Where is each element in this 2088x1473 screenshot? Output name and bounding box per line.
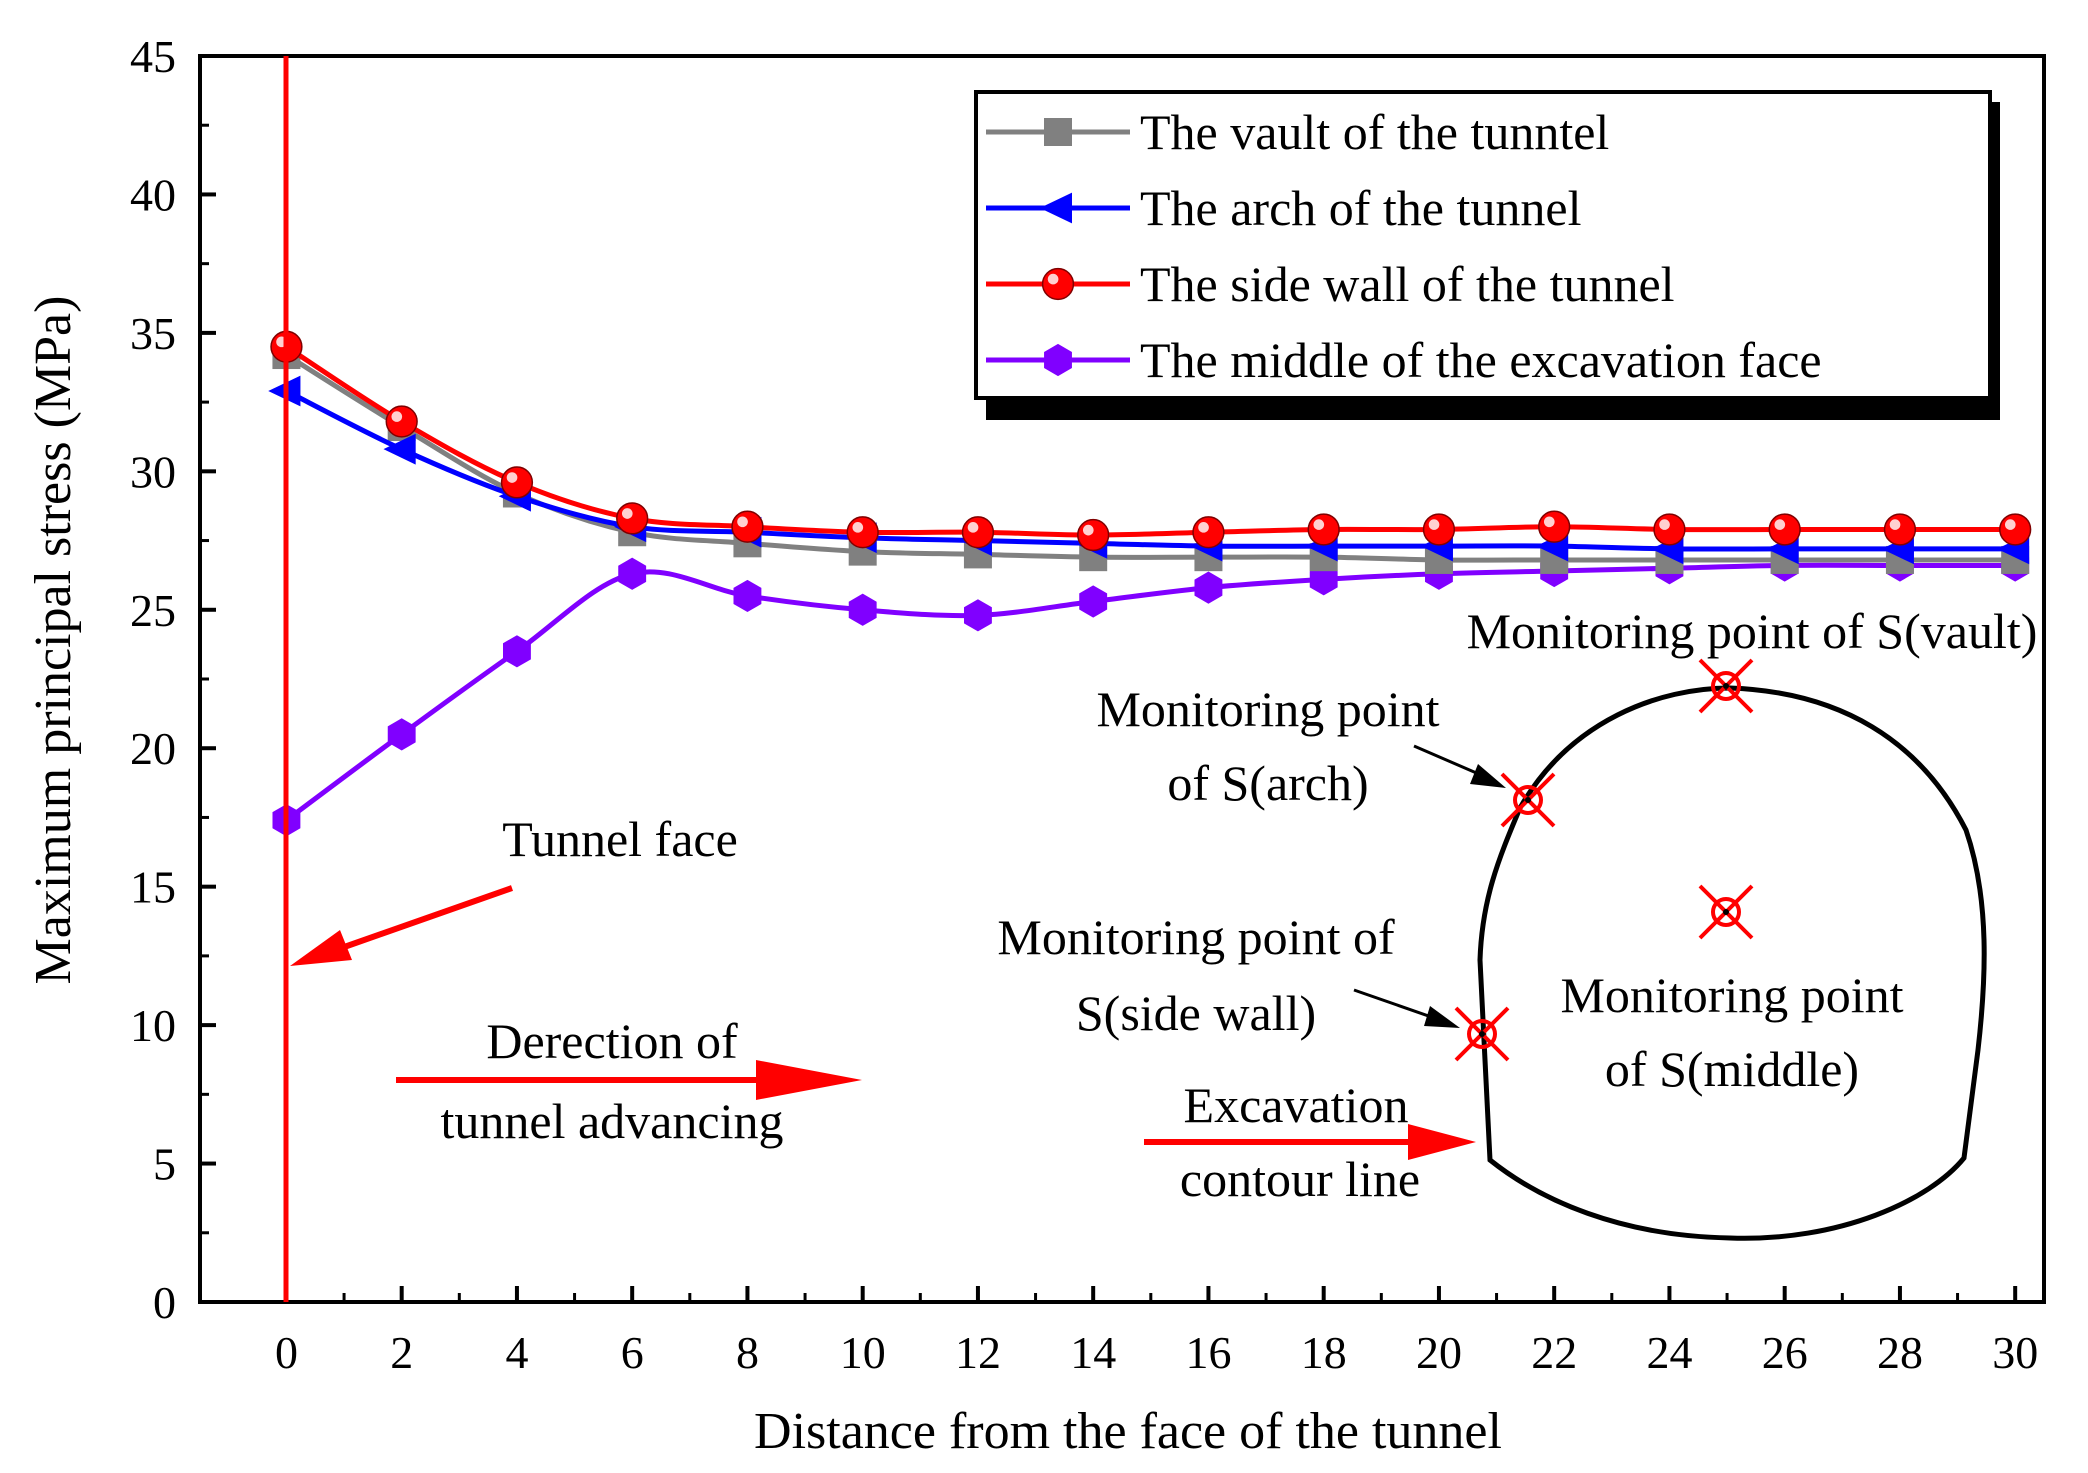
- legend-box: [974, 90, 1992, 400]
- legend-swatch-marker: [1044, 343, 1072, 377]
- middle-point-label-line2: of S(middle): [1605, 1041, 1859, 1097]
- arch-point-label-line2: of S(arch): [1167, 755, 1368, 811]
- arch-pointer-head: [1470, 764, 1506, 788]
- legend-item: The vault of the tunntel: [986, 104, 1609, 160]
- side-wall-label-line2: S(side wall): [1076, 985, 1316, 1041]
- y-tick-label: 20: [130, 723, 176, 774]
- y-tick-label: 15: [130, 862, 176, 913]
- vault-point-label: Monitoring point of S(vault): [1467, 603, 2038, 659]
- x-axis-title: Distance from the face of the tunnel: [754, 1403, 1502, 1460]
- data-point: [1309, 563, 1338, 596]
- data-point: [1883, 513, 1917, 546]
- data-point: [1307, 513, 1340, 546]
- y-tick-label: 40: [130, 169, 176, 220]
- tunnel-face-arrowhead: [290, 930, 352, 966]
- legend-item: The middle of the excavation face: [986, 332, 1822, 388]
- tunnel-face-label: Tunnel face: [502, 811, 738, 867]
- x-tick-label: 22: [1531, 1327, 1577, 1378]
- x-tick-label: 8: [736, 1327, 759, 1378]
- data-point: [733, 579, 762, 613]
- x-tick-label: 14: [1070, 1327, 1116, 1378]
- arch-point-label-line1: Monitoring point: [1096, 681, 1439, 737]
- contour-arrowhead: [1408, 1124, 1476, 1160]
- data-point: [618, 557, 647, 590]
- data-point: [731, 510, 764, 543]
- series-line: [284, 562, 2016, 823]
- y-tick-label: 25: [130, 585, 176, 636]
- data-point: [1422, 513, 1456, 546]
- legend-label: The middle of the excavation face: [1140, 332, 1822, 388]
- data-point: [616, 502, 649, 535]
- series-line: [285, 344, 2016, 538]
- x-tick-label: 6: [621, 1327, 644, 1378]
- side-wall-pointer: [1353, 988, 1441, 1022]
- side-wall-pointer-head: [1424, 1006, 1460, 1028]
- data-point: [500, 466, 534, 499]
- data-point: [846, 516, 879, 549]
- x-tick-label: 28: [1877, 1327, 1923, 1378]
- y-tick-label: 10: [130, 1000, 176, 1051]
- data-point: [1653, 513, 1686, 546]
- monitor-marker-vault: [1698, 658, 1754, 714]
- y-tick-labels: 0 5 10 15 20 25 30 35 40 45: [130, 31, 176, 1328]
- data-point: [385, 405, 418, 438]
- data-point: [963, 599, 992, 632]
- legend-swatch-marker: [1044, 118, 1072, 146]
- tunnel-contour: [1477, 685, 1987, 1241]
- y-tick-label: 35: [130, 308, 176, 359]
- monitor-marker-side-wall: [1454, 1006, 1510, 1062]
- legend-label: The arch of the tunnel: [1140, 180, 1581, 236]
- series-line: [285, 388, 2016, 552]
- tunnel-face-arrow: [329, 885, 513, 955]
- legend-swatch-marker: [1039, 192, 1072, 224]
- x-tick-label: 10: [840, 1327, 886, 1378]
- x-tick-label: 2: [390, 1327, 413, 1378]
- legend-item: The side wall of the tunnel: [986, 256, 1675, 312]
- y-axis-title: Maximum principal stress (MPa): [25, 296, 82, 985]
- data-point: [848, 593, 877, 626]
- x-tick-label: 16: [1185, 1327, 1231, 1378]
- data-point: [961, 516, 995, 549]
- legend-item: The arch of the tunnel: [986, 180, 1581, 236]
- data-point: [1194, 571, 1223, 604]
- direction-label-line2: tunnel advancing: [441, 1093, 784, 1149]
- y-tick-label: 30: [130, 446, 176, 497]
- x-tick-label: 30: [1992, 1327, 2038, 1378]
- side-wall-label-line1: Monitoring point of: [997, 909, 1395, 965]
- x-tick-label: 0: [275, 1327, 298, 1378]
- x-tick-label: 4: [505, 1327, 528, 1378]
- data-point: [1768, 513, 1801, 546]
- x-tick-label: 20: [1416, 1327, 1462, 1378]
- x-tick-label: 24: [1646, 1327, 1692, 1378]
- middle-point-label-line1: Monitoring point: [1560, 967, 1903, 1023]
- series-layer: [268, 330, 2032, 837]
- legend: The vault of the tunntel The arch of the …: [974, 90, 2000, 420]
- contour-label-line1: Excavation: [1184, 1077, 1409, 1133]
- data-point: [387, 718, 416, 751]
- data-point: [502, 635, 531, 668]
- data-point: [383, 433, 416, 465]
- monitor-marker-middle: [1698, 884, 1754, 940]
- data-point: [1079, 585, 1108, 618]
- x-tick-label: 26: [1762, 1327, 1808, 1378]
- legend-swatch-marker: [1041, 267, 1075, 301]
- monitor-marker-arch: [1500, 772, 1556, 828]
- y-tick-label: 5: [153, 1139, 176, 1190]
- direction-arrowhead: [756, 1060, 862, 1100]
- data-point: [1999, 513, 2032, 546]
- legend-label: The side wall of the tunnel: [1140, 256, 1675, 312]
- x-tick-label: 18: [1301, 1327, 1347, 1378]
- y-tick-label: 0: [153, 1277, 176, 1328]
- axis-ticks: [200, 54, 2018, 1304]
- direction-label-line1: Derection of: [486, 1013, 738, 1069]
- x-tick-labels: 0 2 4 6 8 10 12 14 16 18 20 22 24 26 28 30: [275, 1327, 2038, 1378]
- x-tick-label: 12: [955, 1327, 1001, 1378]
- data-point: [1077, 518, 1110, 552]
- data-point: [1192, 516, 1225, 549]
- y-tick-label: 45: [130, 31, 176, 82]
- data-point: [1538, 510, 1571, 543]
- contour-label-line2: contour line: [1180, 1151, 1420, 1207]
- legend-label: The vault of the tunntel: [1140, 104, 1609, 160]
